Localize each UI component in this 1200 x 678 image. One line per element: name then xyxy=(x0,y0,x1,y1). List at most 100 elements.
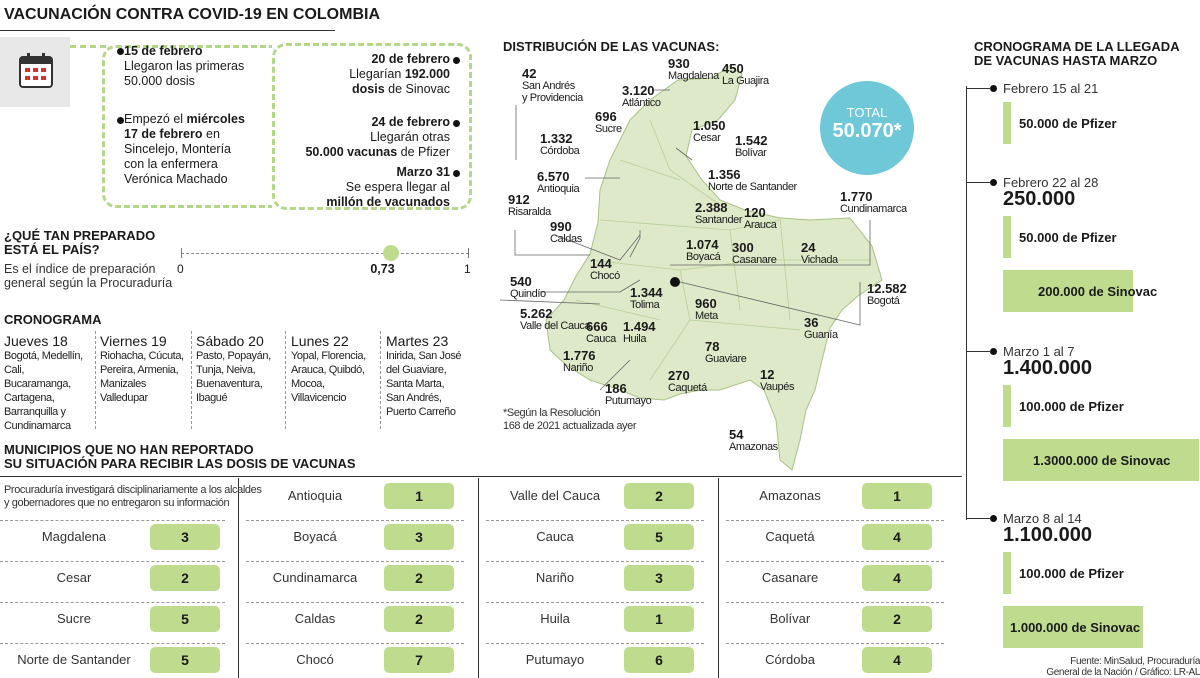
municipio-name: Casanare xyxy=(761,570,819,585)
timeline-bullet xyxy=(990,348,997,355)
map-heading: DISTRIBUCIÓN DE LAS VACUNAS: xyxy=(503,39,720,54)
map-region-value: 960 xyxy=(695,296,717,311)
row-separator xyxy=(0,643,225,644)
municipio-count: 4 xyxy=(862,524,932,550)
preparedness-scale xyxy=(181,253,469,254)
event-bullet xyxy=(453,120,460,127)
municipio-count: 2 xyxy=(384,606,454,632)
schedule-heading: CRONOGRAMA xyxy=(4,312,102,327)
map-footnote: *Según la Resolución 168 de 2021 actualiz… xyxy=(503,407,637,432)
timeline-connector xyxy=(967,88,991,89)
map-region-value: 3.120 xyxy=(622,83,655,98)
map-region-name: Huila xyxy=(623,333,647,345)
municipio-count: 5 xyxy=(624,524,694,550)
schedule-day-lunes: Lunes 22 Yopal, Florencia, Arauca, Quibdó… xyxy=(291,333,366,404)
map-region-name: Casanare xyxy=(732,254,777,266)
map-region-value: 54 xyxy=(729,427,744,442)
municipio-name: Huila xyxy=(540,611,570,626)
municipio-name: Putumayo xyxy=(525,652,585,667)
page-title: VACUNACIÓN CONTRA COVID-19 EN COLOMBIA xyxy=(4,6,381,23)
map-region-value: 270 xyxy=(668,368,690,383)
row-separator xyxy=(726,561,944,562)
row-separator xyxy=(0,602,225,603)
map-region-name: San Andrés y Providencia xyxy=(522,80,583,104)
map-region-name: Bolívar xyxy=(735,147,767,159)
row-separator xyxy=(246,520,464,521)
preparedness-marker xyxy=(382,245,399,261)
timeline-bar-label: 1.3000.000 de Sinovac xyxy=(1033,453,1171,468)
municipio-count: 1 xyxy=(624,606,694,632)
row-separator xyxy=(726,602,944,603)
municipio-name: Caquetá xyxy=(765,529,815,544)
municipio-name: Antioquia xyxy=(287,488,343,503)
timeline-connector xyxy=(967,351,991,352)
map-region-name: Chocó xyxy=(590,270,620,282)
municipio-name: Bolívar xyxy=(769,611,811,626)
preparedness-description: Es el índice de preparación general según… xyxy=(4,262,173,290)
row-separator xyxy=(486,561,704,562)
source-credit: Fuente: MinSalud, Procuraduría General de… xyxy=(1046,656,1200,678)
map-region-value: 666 xyxy=(586,319,608,334)
timeline-bar-label: 100.000 de Pfizer xyxy=(1019,566,1124,581)
schedule-day-sabado: Sábado 20 Pasto, Popayán, Tunja, Neiva, Bu… xyxy=(196,333,271,404)
map-region-value: 12 xyxy=(760,367,775,382)
municipio-name: Cesar xyxy=(56,570,92,585)
map-region-name: Guaviare xyxy=(705,353,747,365)
scale-max-label: 1 xyxy=(464,262,471,276)
map-region-name: Tolima xyxy=(630,299,660,311)
map-region-name: Cundinamarca xyxy=(840,203,907,215)
map-region-value: 1.542 xyxy=(735,133,768,148)
timeline-bar-label: 1.000.000 de Sinovac xyxy=(1010,620,1141,635)
map-region-value: 144 xyxy=(590,256,612,271)
map-region-value: 6.570 xyxy=(537,169,570,184)
timeline-bar xyxy=(1003,552,1011,594)
title-divider xyxy=(0,30,335,31)
municipios-heading: MUNICIPIOS QUE NO HAN REPORTADO SU SITUAC… xyxy=(4,442,356,471)
scale-min-label: 0 xyxy=(177,262,184,276)
timeline-axis xyxy=(966,86,967,520)
event-bullet xyxy=(453,170,460,177)
schedule-divider xyxy=(285,331,286,429)
map-region-name: Risaralda xyxy=(508,206,551,218)
map-region-name: Vaupés xyxy=(760,381,795,393)
municipio-name: Cauca xyxy=(536,529,574,544)
map-region-value: 2.388 xyxy=(695,200,728,215)
map-region-value: 186 xyxy=(605,381,627,396)
municipio-name: Amazonas xyxy=(759,488,821,503)
timeline-bar xyxy=(1003,216,1011,258)
schedule-divider xyxy=(380,331,381,429)
municipio-count: 2 xyxy=(624,483,694,509)
map-region-value: 120 xyxy=(744,205,766,220)
timeline-bar xyxy=(1003,102,1011,144)
map-region-value: 300 xyxy=(732,240,754,255)
municipio-count: 5 xyxy=(150,647,220,673)
timeline-heading: CRONOGRAMA DE LA LLEGADA DE VACUNAS HASTA… xyxy=(974,39,1180,68)
map-region-value: 1.050 xyxy=(693,118,726,133)
event-feb17: Empezó el miércoles 17 de febrero en Sin… xyxy=(124,112,245,186)
event-feb24: 24 de febrero Llegarán otras 50.000 vacu… xyxy=(305,115,450,159)
municipio-name: Boyacá xyxy=(293,529,337,544)
municipio-count: 4 xyxy=(862,647,932,673)
schedule-day-viernes: Viernes 19 Riohacha, Cúcuta, Pereira, Arm… xyxy=(100,333,184,404)
timeline-bar xyxy=(1003,439,1199,481)
map-region-value: 78 xyxy=(705,339,720,354)
municipio-name: Nariño xyxy=(535,570,575,585)
municipio-name: Norte de Santander xyxy=(17,652,131,667)
map-region-name: Valle del Cauca xyxy=(520,320,591,332)
map-region-value: 1.770 xyxy=(840,189,873,204)
map-region-value: 42 xyxy=(522,66,537,81)
timeline-total: 250.000 xyxy=(1003,188,1076,210)
scale-tick-max xyxy=(468,248,469,258)
colombia-map xyxy=(499,65,883,471)
timeline-bar-label: 100.000 de Pfizer xyxy=(1019,399,1124,414)
municipio-count: 1 xyxy=(862,483,932,509)
total-value: 50.070* xyxy=(832,120,902,142)
municipio-count: 7 xyxy=(384,647,454,673)
column-divider xyxy=(238,478,239,678)
map-region-name: Santander xyxy=(695,214,743,226)
map-region-value: 930 xyxy=(668,56,690,71)
municipio-count: 6 xyxy=(624,647,694,673)
timeline-bar-label: 50.000 de Pfizer xyxy=(1019,116,1117,131)
municipio-count: 2 xyxy=(150,565,220,591)
map-region-value: 1.344 xyxy=(630,285,663,300)
